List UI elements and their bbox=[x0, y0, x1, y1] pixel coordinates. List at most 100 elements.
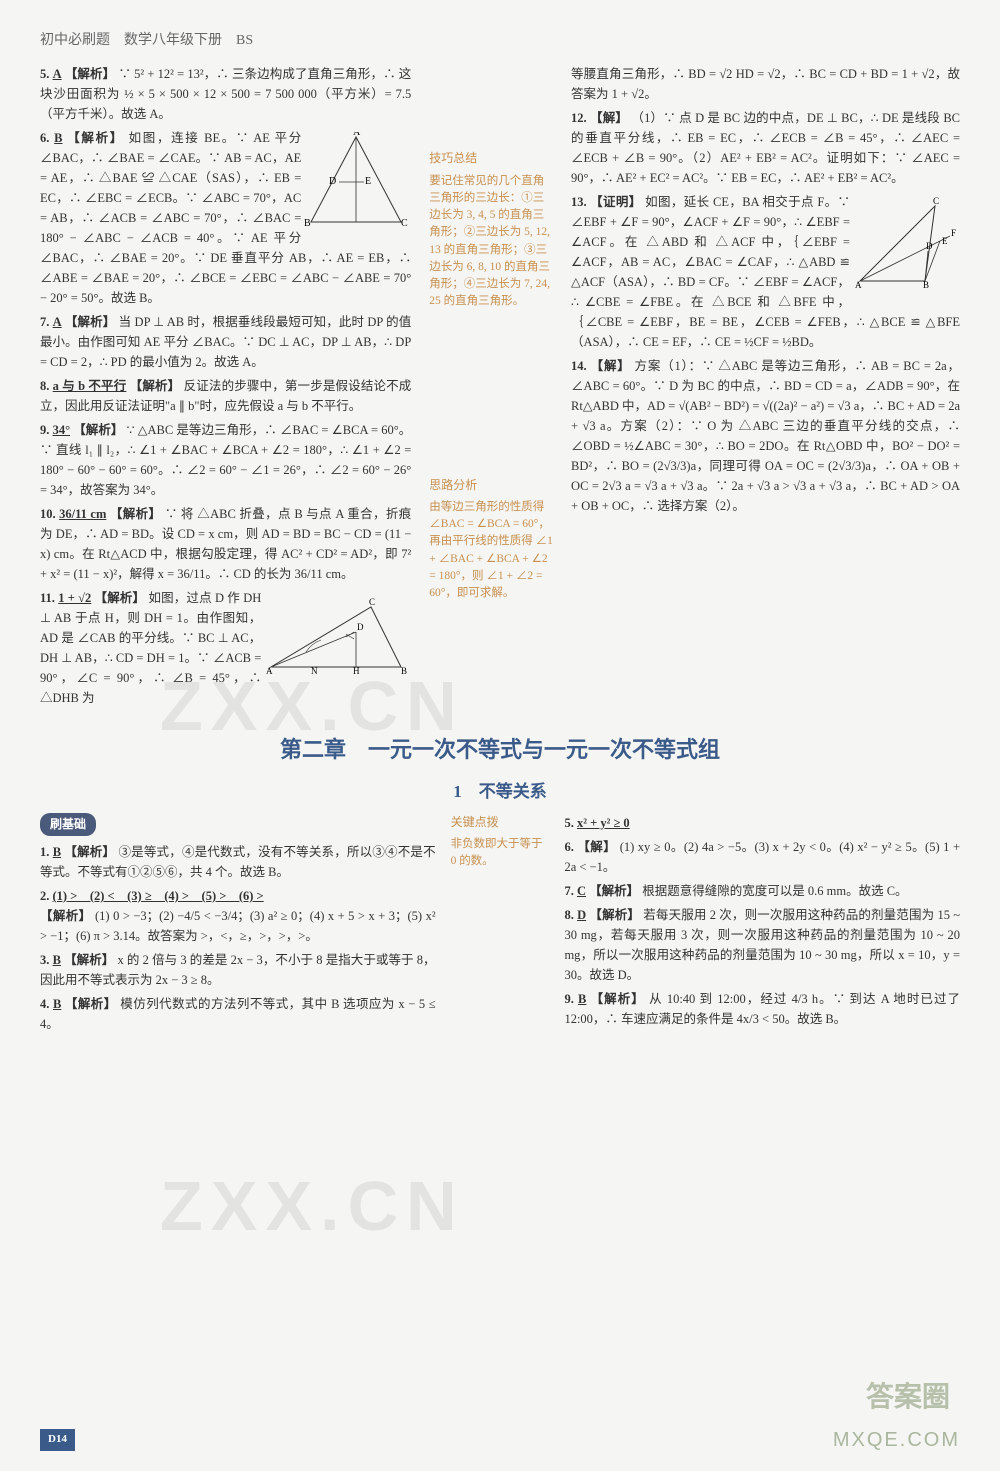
bq2-tag: 【解析】 bbox=[40, 909, 92, 923]
bq7-num: 7. bbox=[564, 884, 573, 898]
q11: A C B D H N 11. 1 + √2 【解析】 如图，过点 D 作 DH… bbox=[40, 588, 411, 708]
q8-tag: 【解析】 bbox=[130, 379, 181, 393]
bottom-note-body: 非负数即大于等于 0 的数。 bbox=[451, 836, 550, 871]
bq3-num: 3. bbox=[40, 953, 49, 967]
bq5-num: 5. bbox=[564, 816, 573, 830]
bq5: 5. x² + y² ≥ 0 bbox=[564, 813, 960, 833]
bq5-ans: x² + y² ≥ 0 bbox=[577, 816, 630, 830]
svg-text:B: B bbox=[304, 218, 311, 227]
bottom-right: 5. x² + y² ≥ 0 6. 【解】 (1) xy ≥ 0。(2) 4a … bbox=[564, 813, 960, 1038]
q6-figure: A B C D E bbox=[301, 132, 411, 227]
q5-num: 5. bbox=[40, 67, 49, 81]
bq9-num: 9. bbox=[564, 992, 573, 1006]
note1-title: 技巧总结 bbox=[429, 149, 553, 168]
q12-num: 12. bbox=[571, 111, 587, 125]
svg-text:H: H bbox=[353, 666, 360, 676]
bq4-num: 4. bbox=[40, 997, 49, 1011]
q11-tag: 【解析】 bbox=[95, 591, 146, 605]
q5: 5. A 【解析】 ∵ 5² + 12² = 13²，∴ 三条边构成了直角三角形… bbox=[40, 64, 411, 124]
q8-num: 8. bbox=[40, 379, 49, 393]
bottom-columns: 刷基础 1. B 【解析】 ③是等式，④是代数式，没有不等关系，所以③④不是不等… bbox=[40, 813, 960, 1038]
q13: A B C D E F 13. 【证明】 如图，延长 CE，BA 相交于点 F。… bbox=[571, 192, 960, 352]
bq2-body: (1) 0 > −3；(2) −4/5 < −3/4；(3) a² ≥ 0；(4… bbox=[40, 909, 436, 943]
q11-cont: 等腰直角三角形，∴ BD = √2 HD = √2，∴ BC = CD + BD… bbox=[571, 64, 960, 104]
bq9-tag: 【解析】 bbox=[591, 992, 645, 1006]
bq8: 8. D 【解析】 若每天服用 2 次，则一次服用这种药品的剂量范围为 15 ~… bbox=[564, 905, 960, 985]
bq4-ans: B bbox=[53, 997, 61, 1011]
q13-tag: 【证明】 bbox=[590, 195, 641, 209]
svg-text:C: C bbox=[369, 597, 375, 607]
watermark-2: ZXX.CN bbox=[160, 1150, 465, 1262]
bq1-tag: 【解析】 bbox=[64, 845, 115, 859]
bq4: 4. B 【解析】 模仿列代数式的方法列不等式，其中 B 选项应为 x − 5 … bbox=[40, 994, 436, 1034]
q7-num: 7. bbox=[40, 315, 49, 329]
q12-body: （1）∵ 点 D 是 BC 边的中点，DE ⊥ BC，∴ DE 是线段 BC 的… bbox=[571, 111, 960, 185]
q6-tag: 【解析】 bbox=[67, 131, 124, 145]
svg-text:D: D bbox=[357, 622, 364, 632]
svg-text:C: C bbox=[933, 196, 939, 206]
bq7: 7. C 【解析】 根据题意得缝隙的宽度可以是 0.6 mm。故选 C。 bbox=[564, 881, 960, 901]
bq2: 2. (1) > (2) < (3) ≥ (4) > (5) > (6) > 【… bbox=[40, 886, 436, 946]
q10-tag: 【解析】 bbox=[110, 507, 162, 521]
bq9: 9. B 【解析】 从 10:40 到 12:00，经过 4/3 h。∵ 到达 … bbox=[564, 989, 960, 1029]
q11-num: 11. bbox=[40, 591, 55, 605]
q8-ans: a 与 b 不平行 bbox=[53, 379, 127, 393]
q14-num: 14. bbox=[571, 359, 587, 373]
q14-body: 方案（1）：∵ △ABC 是等边三角形，∴ AB = BC = 2a，∠ABC … bbox=[571, 359, 960, 513]
bq8-tag: 【解析】 bbox=[589, 908, 640, 922]
bq3-ans: B bbox=[53, 953, 61, 967]
site-text: MXQE.COM bbox=[833, 1424, 960, 1456]
top-mid-column: 技巧总结 要记住常见的几个直角三角形的三边长：①三边长为 3, 4, 5 的直角… bbox=[429, 64, 553, 712]
bq1-num: 1. bbox=[40, 845, 49, 859]
q13-figure: A B C D E F bbox=[850, 196, 960, 291]
top-columns: 5. A 【解析】 ∵ 5² + 12² = 13²，∴ 三条边构成了直角三角形… bbox=[40, 64, 960, 712]
svg-text:N: N bbox=[311, 666, 318, 676]
bottom-left: 刷基础 1. B 【解析】 ③是等式，④是代数式，没有不等关系，所以③④不是不等… bbox=[40, 813, 436, 1038]
q9-tag: 【解析】 bbox=[73, 423, 123, 437]
q11-ans: 1 + √2 bbox=[58, 591, 91, 605]
svg-text:F: F bbox=[951, 228, 956, 238]
bq8-ans: D bbox=[577, 908, 586, 922]
q10-ans: 36/11 cm bbox=[59, 507, 106, 521]
svg-text:B: B bbox=[923, 280, 929, 290]
bq3-tag: 【解析】 bbox=[64, 953, 114, 967]
top-right-column: 等腰直角三角形，∴ BD = √2 HD = √2，∴ BC = CD + BD… bbox=[571, 64, 960, 712]
q6-ans: B bbox=[54, 131, 62, 145]
q5-ans: A bbox=[53, 67, 62, 81]
bq7-ans: C bbox=[577, 884, 586, 898]
q12-tag: 【解】 bbox=[590, 111, 628, 125]
q8: 8. a 与 b 不平行 【解析】 反证法的步骤中，第一步是假设结论不成立，因此… bbox=[40, 376, 411, 416]
top-left-column: 5. A 【解析】 ∵ 5² + 12² = 13²，∴ 三条边构成了直角三角形… bbox=[40, 64, 411, 712]
svg-text:A: A bbox=[266, 666, 273, 676]
q10-num: 10. bbox=[40, 507, 56, 521]
q9: 9. 34° 【解析】 ∵ △ABC 是等边三角形，∴ ∠BAC = ∠BCA … bbox=[40, 420, 411, 500]
bq2-num: 2. bbox=[40, 889, 49, 903]
q10: 10. 36/11 cm 【解析】 ∵ 将 △ABC 折叠，点 B 与点 A 重… bbox=[40, 504, 411, 584]
bq1: 1. B 【解析】 ③是等式，④是代数式，没有不等关系，所以③④不是不等式。不等… bbox=[40, 842, 436, 882]
q14: 14. 【解】 方案（1）：∵ △ABC 是等边三角形，∴ AB = BC = … bbox=[571, 356, 960, 516]
bq6-body: (1) xy ≥ 0。(2) 4a > −5。(3) x + 2y < 0。(4… bbox=[564, 840, 960, 874]
svg-text:A: A bbox=[353, 132, 361, 138]
q6: A B C D E 6. B 【解析】 如图，连接 BE。∵ AE 平分 ∠BA… bbox=[40, 128, 411, 308]
svg-text:D: D bbox=[926, 241, 933, 251]
chapter-title: 第二章 一元一次不等式与一元一次不等式组 bbox=[40, 732, 960, 767]
q7-ans: A bbox=[53, 315, 62, 329]
bq7-tag: 【解析】 bbox=[589, 884, 639, 898]
bq2-ans: (1) > (2) < (3) ≥ (4) > (5) > (6) > bbox=[53, 889, 264, 903]
bottom-note-title: 关键点拨 bbox=[451, 813, 550, 832]
svg-text:A: A bbox=[855, 280, 862, 290]
bq3: 3. B 【解析】 x 的 2 倍与 3 的差是 2x − 3，不小于 8 是指… bbox=[40, 950, 436, 990]
svg-text:D: D bbox=[329, 176, 336, 187]
q5-tag: 【解析】 bbox=[65, 67, 115, 81]
bottom-mid: 关键点拨 非负数即大于等于 0 的数。 bbox=[451, 813, 550, 1038]
q9-num: 9. bbox=[40, 423, 49, 437]
bq6-num: 6. bbox=[564, 840, 573, 854]
note1-body: 要记住常见的几个直角三角形的三边长：①三边长为 3, 4, 5 的直角三角形；②… bbox=[429, 173, 553, 311]
svg-text:B: B bbox=[401, 666, 407, 676]
section-title: 1 不等关系 bbox=[40, 778, 960, 805]
bq7-body: 根据题意得缝隙的宽度可以是 0.6 mm。故选 C。 bbox=[642, 884, 907, 898]
logo-text: 答案圈 bbox=[866, 1376, 950, 1421]
note2-body: 由等边三角形的性质得 ∠BAC = ∠BCA = 60°，再由平行线的性质得 ∠… bbox=[429, 499, 553, 603]
svg-text:C: C bbox=[401, 218, 408, 227]
svg-text:E: E bbox=[942, 236, 948, 246]
